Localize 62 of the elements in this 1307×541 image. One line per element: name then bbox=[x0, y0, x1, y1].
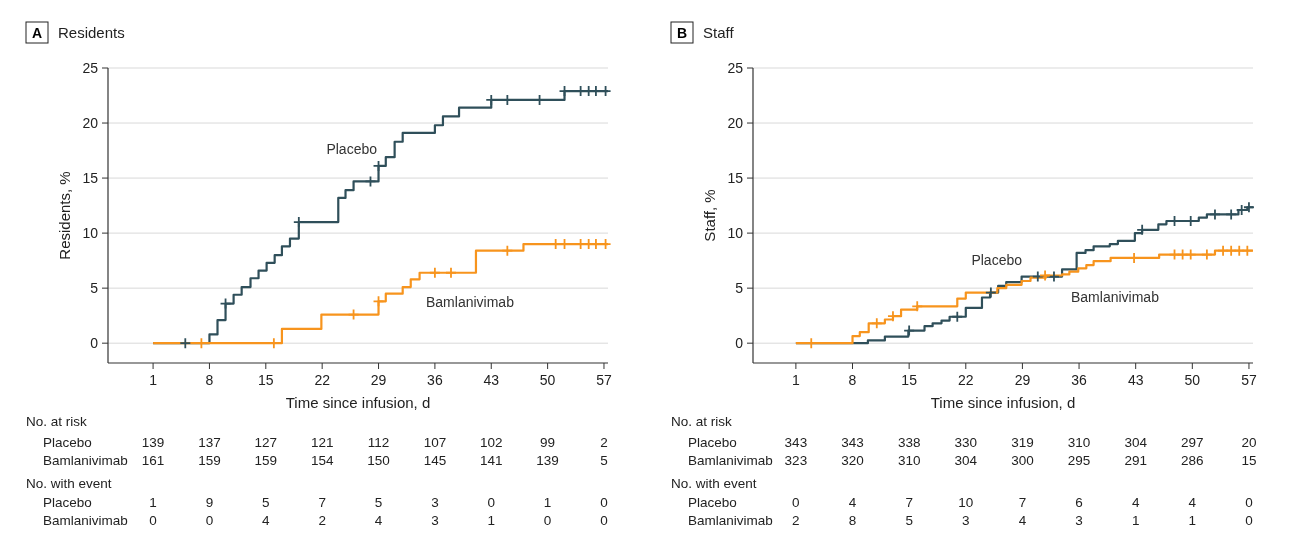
text: 2 8 5 3 4 3 1 1 0 bbox=[792, 513, 1253, 528]
text: Bamlanivimab bbox=[688, 453, 773, 468]
x-tick-label: 50 bbox=[539, 372, 556, 388]
x-tick-label: 36 bbox=[427, 372, 443, 388]
x-tick-label: 57 bbox=[596, 372, 612, 388]
text: Placebo bbox=[688, 435, 737, 450]
text: Placebo bbox=[43, 495, 92, 510]
series-label: Bamlanivimab bbox=[426, 294, 515, 311]
text: Placebo bbox=[43, 435, 92, 450]
y-tick-label: 15 bbox=[82, 170, 99, 187]
x-tick-label: 29 bbox=[370, 372, 387, 388]
x-tick-label: 50 bbox=[1184, 372, 1201, 388]
text: 343 343 338 330 319 310 304 297 20 bbox=[784, 435, 1257, 450]
text: No. with event bbox=[671, 476, 757, 491]
text: 1 9 5 7 5 3 0 1 0 bbox=[149, 495, 608, 510]
text: Placebo bbox=[688, 495, 737, 510]
text: No. at risk bbox=[671, 414, 733, 429]
y-tick-label: 20 bbox=[727, 115, 744, 132]
series-label: Bamlanivimab bbox=[1071, 289, 1160, 306]
x-axis-title: Time since infusion, d bbox=[930, 394, 1076, 411]
x-tick-label: 43 bbox=[483, 372, 500, 388]
y-tick-label: 15 bbox=[727, 170, 744, 187]
chart-title: Residents bbox=[58, 24, 125, 41]
series-label: Placebo bbox=[326, 140, 378, 157]
y-tick-label: 0 bbox=[90, 335, 99, 352]
x-tick-label: 15 bbox=[258, 372, 274, 388]
y-tick-label: 25 bbox=[727, 60, 744, 76]
x-tick-label: 1 bbox=[149, 372, 158, 388]
x-tick-label: 57 bbox=[1241, 372, 1257, 388]
y-tick-label: 20 bbox=[82, 115, 99, 132]
y-tick-label: 10 bbox=[727, 225, 744, 242]
text: 161 159 159 154 150 145 141 139 5 bbox=[141, 453, 608, 468]
text: 0 0 4 2 4 3 1 0 0 bbox=[149, 513, 608, 528]
y-axis-title: Staff, % bbox=[701, 189, 718, 242]
text: B bbox=[676, 25, 688, 41]
y-tick-label: 5 bbox=[735, 280, 744, 297]
text: 0 4 7 10 7 6 4 4 0 bbox=[792, 495, 1253, 510]
x-tick-label: 8 bbox=[848, 372, 857, 388]
x-tick-label: 1 bbox=[791, 372, 800, 388]
x-tick-label: 22 bbox=[314, 372, 331, 388]
text: Bamlanivimab bbox=[43, 453, 128, 468]
text: No. with event bbox=[26, 476, 112, 491]
y-tick-label: 10 bbox=[82, 225, 99, 242]
x-tick-label: 15 bbox=[901, 372, 918, 388]
chart-title: Staff bbox=[703, 24, 735, 41]
text: 139 137 127 121 112 107 102 99 2 bbox=[141, 435, 608, 450]
y-tick-label: 5 bbox=[90, 280, 99, 297]
text: Bamlanivimab bbox=[43, 513, 128, 528]
x-tick-label: 22 bbox=[957, 372, 974, 388]
text: No. at risk bbox=[26, 414, 88, 429]
y-tick-label: 0 bbox=[735, 335, 744, 352]
x-tick-label: 8 bbox=[205, 372, 214, 388]
series-label: Placebo bbox=[971, 251, 1023, 268]
x-tick-label: 29 bbox=[1014, 372, 1031, 388]
y-tick-label: 25 bbox=[82, 60, 99, 76]
x-axis-title: Time since infusion, d bbox=[285, 394, 431, 411]
text: Bamlanivimab bbox=[688, 513, 773, 528]
x-tick-label: 43 bbox=[1127, 372, 1144, 388]
text: A bbox=[31, 25, 43, 41]
text: 323 320 310 304 300 295 291 286 15 bbox=[784, 453, 1257, 468]
x-tick-label: 36 bbox=[1071, 372, 1088, 388]
y-axis-title: Residents, % bbox=[56, 171, 73, 260]
